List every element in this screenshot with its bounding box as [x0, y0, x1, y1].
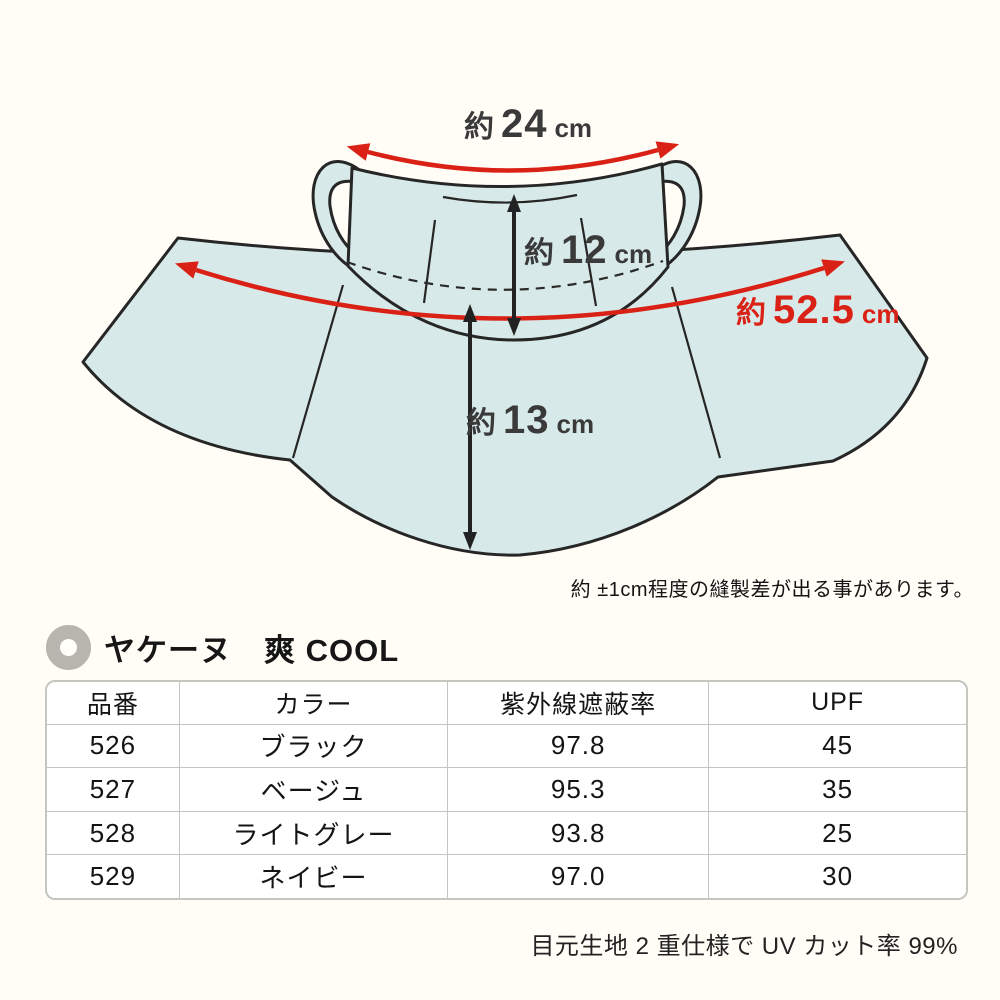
- cell-item-number: 527: [47, 767, 180, 812]
- cell-item-number: 529: [47, 854, 180, 898]
- measurement-unit: cm: [556, 409, 595, 439]
- product-title-row: ヤケーヌ 爽 COOL: [46, 625, 399, 670]
- cell-item-number: 526: [47, 723, 180, 769]
- cell-uv-block-rate: 97.8: [447, 723, 710, 769]
- cell-uv-block-rate: 93.8: [447, 810, 710, 856]
- cell-upf: 25: [708, 810, 966, 856]
- measurement-flap-height: 約 13 cm: [466, 398, 594, 443]
- measurement-prefix: 約: [524, 237, 554, 270]
- table-header-row: 品番 カラー 紫外線遮蔽率 UPF: [47, 682, 966, 725]
- table-row: 529 ネイビー 97.0 30: [47, 854, 966, 898]
- ring-icon: [46, 625, 91, 670]
- measurement-prefix: 約: [736, 297, 766, 330]
- cell-uv-block-rate: 97.0: [447, 854, 710, 898]
- spec-table: 品番 カラー 紫外線遮蔽率 UPF 526 ブラック 97.8 45 527 ベ…: [47, 682, 966, 898]
- cell-uv-block-rate: 95.3: [447, 767, 710, 812]
- measurement-value: 52.5: [773, 288, 855, 332]
- column-header-upf: UPF: [708, 682, 966, 725]
- fold-line-right: [670, 286, 722, 459]
- garment-illustration: [81, 141, 929, 557]
- cell-color: ネイビー: [178, 854, 449, 898]
- measurement-circumference: 約 52.5 cm: [736, 288, 899, 333]
- measurement-value: 12: [561, 228, 608, 272]
- sewing-tolerance-note: 約 ±1cm程度の縫製差が出る事があります。: [570, 579, 974, 601]
- table-row: 526 ブラック 97.8 45: [47, 723, 966, 769]
- measurement-face-height: 約 12 cm: [524, 228, 652, 273]
- cell-upf: 35: [708, 767, 966, 812]
- column-header-color: カラー: [178, 682, 449, 725]
- measurement-value: 13: [503, 398, 550, 442]
- measurement-unit: cm: [554, 113, 593, 143]
- cell-upf: 45: [708, 723, 966, 769]
- measurement-unit: cm: [861, 299, 900, 329]
- measurement-unit: cm: [614, 239, 653, 269]
- measurement-value: 24: [500, 102, 548, 146]
- table-row: 527 ベージュ 95.3 35: [47, 767, 966, 812]
- cell-upf: 30: [708, 854, 966, 898]
- cell-color: ベージュ: [178, 767, 449, 812]
- column-header-uv-block-rate: 紫外線遮蔽率: [447, 682, 710, 725]
- cell-item-number: 528: [47, 810, 180, 856]
- fold-line-left: [291, 284, 345, 459]
- measurement-top-width: 約 24 cm: [448, 102, 608, 147]
- eye-fabric-uv-note: 目元生地 2 重仕様で UV カット率 99%: [530, 933, 958, 960]
- table-row: 528 ライトグレー 93.8 25: [47, 810, 966, 856]
- measurement-prefix: 約: [463, 111, 494, 144]
- top-width-arrow: [346, 141, 680, 173]
- product-title: ヤケーヌ 爽 COOL: [104, 633, 400, 668]
- product-measurement-diagram: 約 24 cm 約 12 cm 約 52.5 cm 約 13 cm 約 ±1cm…: [81, 102, 974, 601]
- measurement-prefix: 約: [466, 407, 496, 440]
- column-header-item-number: 品番: [47, 682, 180, 725]
- cell-color: ライトグレー: [178, 810, 449, 856]
- spec-table-container: 品番 カラー 紫外線遮蔽率 UPF 526 ブラック 97.8 45 527 ベ…: [45, 680, 968, 900]
- cell-color: ブラック: [178, 723, 449, 769]
